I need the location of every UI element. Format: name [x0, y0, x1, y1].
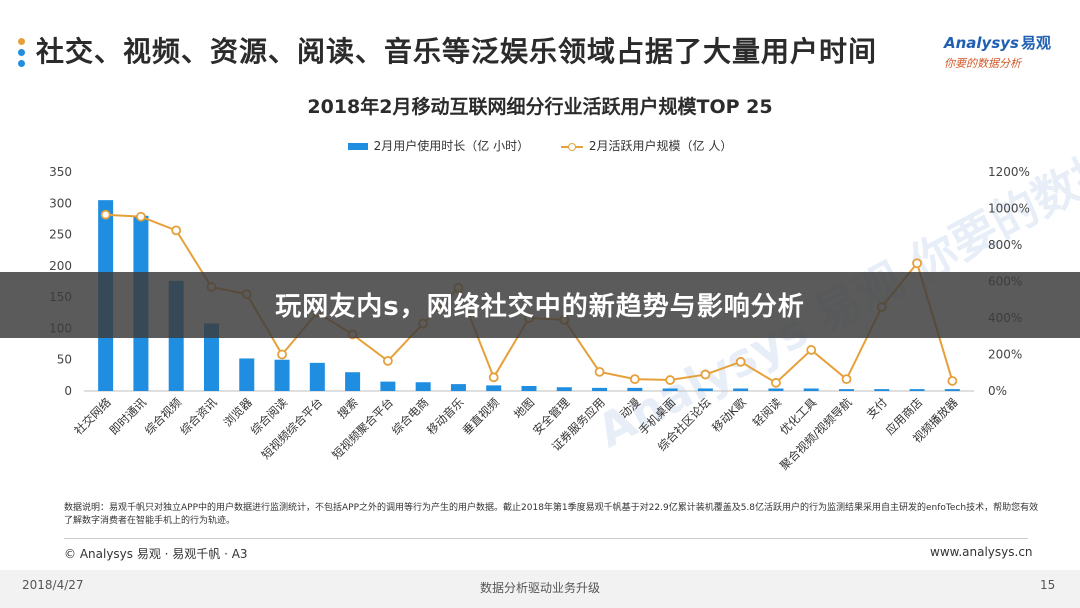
line-point — [912, 258, 922, 269]
y-left-tick-label: 200 — [49, 259, 72, 273]
y-left-tick-label: 250 — [49, 228, 72, 242]
bar-mark — [274, 359, 290, 391]
chart-legend: 2月用户使用时长（亿 小时） 2月活跃用户规模（亿 人） — [0, 137, 1080, 155]
line-point — [100, 209, 111, 220]
bar-mark — [944, 389, 960, 391]
legend-item-bar: 2月用户使用时长（亿 小时） — [347, 137, 530, 154]
bar-mark — [592, 387, 608, 391]
bullet-dot-1 — [18, 38, 25, 45]
x-tick-label: 即时通讯 — [107, 395, 150, 438]
y-left-tick-label: 300 — [49, 196, 72, 210]
x-tick-label: 移动K歌 — [709, 395, 749, 435]
y-right-tick-label: 1000% — [988, 202, 1030, 216]
line-point — [771, 377, 781, 388]
y-left-tick-label: 350 — [49, 165, 72, 179]
slide-headline: 社交、视频、资源、阅读、音乐等泛娱乐领域占据了大量用户时间 — [36, 35, 878, 68]
y-left-tick-label: 0 — [64, 384, 72, 398]
bottom-bar — [0, 570, 1080, 608]
line-point — [947, 376, 958, 386]
bar-mark — [627, 387, 643, 391]
x-tick-label: 地图 — [511, 395, 537, 421]
website-link[interactable]: www.analysys.cn — [930, 545, 1033, 559]
bar-mark — [415, 382, 431, 391]
header-bullet-icon — [18, 38, 25, 68]
line-point — [735, 356, 746, 367]
bar-mark — [733, 388, 749, 391]
x-tick-label: 短视频综合平台 — [259, 395, 326, 462]
slide-header: 社交、视频、资源、阅读、音乐等泛娱乐领域占据了大量用户时间 Analysys 易观… — [0, 0, 1080, 84]
bullet-dot-2 — [18, 49, 25, 56]
bar-mark — [380, 381, 396, 391]
bar-mark — [909, 389, 925, 391]
bar-mark — [521, 385, 537, 391]
x-tick-label: 社交网络 — [71, 395, 114, 438]
bar-mark — [803, 388, 819, 391]
x-tick-label: 综合资讯 — [177, 395, 220, 438]
slide-caption: 数据分析驱动业务升级 — [479, 581, 600, 595]
logo-en: Analysys — [944, 34, 1019, 52]
slide-date: 2018/4/27 — [22, 578, 84, 592]
data-note: 数据说明：易观千帆只对独立APP中的用户数据进行监测统计，不包括APP之外的调用… — [64, 503, 1039, 526]
legend-item-line: 2月活跃用户规模（亿 人） — [560, 137, 733, 154]
bar-mark — [309, 362, 325, 391]
x-tick-label: 动漫 — [617, 395, 644, 422]
x-tick-label: 垂直视频 — [459, 395, 502, 438]
bar-mark — [450, 384, 466, 391]
line-point — [700, 369, 711, 380]
y-right-tick-label: 1200% — [988, 165, 1030, 179]
x-tick-label: 移动音乐 — [424, 395, 467, 438]
bar-mark — [662, 388, 678, 391]
line-point — [171, 225, 182, 236]
legend-line-label: 2月活跃用户规模（亿 人） — [588, 139, 733, 153]
overlay-band — [0, 272, 1080, 338]
line-point — [488, 372, 499, 383]
page-number: 15 — [1040, 578, 1056, 592]
bar-mark — [345, 372, 361, 391]
footer-divider — [64, 538, 1028, 539]
logo-cn: 易观 — [1020, 34, 1051, 52]
line-point — [806, 345, 817, 355]
bar-mark — [874, 389, 890, 391]
line-point — [277, 349, 287, 360]
bar-mark — [697, 388, 713, 391]
analysys-logo: Analysys 易观 你要的数据分析 — [944, 32, 1064, 78]
y-right-tick-label: 800% — [988, 238, 1022, 252]
line-point — [841, 374, 852, 385]
bullet-dot-3 — [18, 60, 25, 67]
x-tick-label: 支付 — [864, 395, 890, 421]
y-right-tick-label: 0% — [988, 384, 1007, 398]
bar-mark — [203, 323, 219, 391]
x-tick-label: 综合视频 — [142, 395, 185, 438]
logo-tagline: 你要的数据分析 — [944, 57, 1021, 70]
chart-title: 2018年2月移动互联网细分行业活跃用户规模TOP 25 — [307, 96, 773, 118]
bar-mark — [556, 387, 572, 391]
line-point — [629, 374, 640, 385]
line-point — [594, 366, 605, 377]
bar-mark — [239, 358, 255, 391]
line-point — [136, 211, 146, 222]
line-point — [382, 355, 393, 366]
y-right-tick-label: 200% — [988, 348, 1022, 362]
chart-plot: 0501001502002503003500%200%400%600%800%1… — [49, 165, 1030, 473]
x-tick-label: 搜索 — [335, 395, 361, 421]
legend-bar-label: 2月用户使用时长（亿 小时） — [373, 139, 530, 153]
line-point — [665, 375, 676, 385]
y-left-tick-label: 50 — [57, 353, 72, 367]
bar-mark — [768, 388, 784, 391]
bar-mark — [839, 389, 855, 391]
bar-mark — [486, 385, 502, 391]
copyright-text: © Analysys 易观 · 易观千帆 · A3 — [64, 547, 248, 561]
x-tick-label: 短视频聚合平台 — [329, 395, 396, 462]
legend-line-swatch-icon — [560, 142, 583, 152]
x-tick-label: 综合电商 — [389, 395, 431, 437]
legend-bar-swatch-icon — [347, 143, 368, 150]
overlay-title: 玩网友内s，网络社交中的新趋势与影响分析 — [275, 292, 805, 322]
